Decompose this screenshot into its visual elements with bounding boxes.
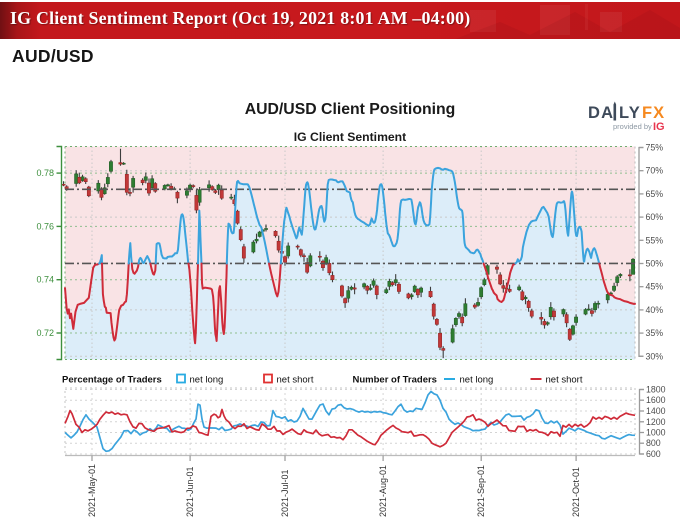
svg-text:2021-Jul-01: 2021-Jul-01 [280,469,290,517]
svg-text:55%: 55% [646,235,664,245]
svg-text:75%: 75% [646,143,664,153]
svg-text:1000: 1000 [646,428,666,438]
svg-text:net long: net long [190,375,224,386]
svg-text:65%: 65% [646,189,664,199]
svg-text:30%: 30% [646,351,664,361]
svg-text:DA: DA [588,104,614,122]
svg-text:0.76: 0.76 [36,221,54,231]
svg-text:net short: net short [546,375,583,386]
svg-text:0.72: 0.72 [36,328,54,338]
svg-text:Percentage of Traders: Percentage of Traders [62,375,162,386]
svg-text:net long: net long [460,375,494,386]
svg-text:2021-May-01: 2021-May-01 [87,464,97,517]
svg-text:35%: 35% [646,328,664,338]
svg-text:FX: FX [642,104,665,122]
svg-text:IG: IG [653,121,665,133]
svg-text:2021-Jun-01: 2021-Jun-01 [185,466,195,517]
svg-text:800: 800 [646,438,661,448]
svg-text:70%: 70% [646,166,664,176]
svg-text:2021-Oct-01: 2021-Oct-01 [571,467,581,517]
svg-text:1600: 1600 [646,395,666,405]
svg-text:50%: 50% [646,259,664,269]
svg-text:Number of Traders: Number of Traders [353,375,437,386]
svg-text:40%: 40% [646,305,664,315]
svg-text:LY: LY [619,104,641,122]
svg-text:2021-Sep-01: 2021-Sep-01 [476,465,486,517]
svg-text:1200: 1200 [646,417,666,427]
svg-text:0.74: 0.74 [36,275,54,285]
svg-text:2021-Aug-01: 2021-Aug-01 [378,465,388,517]
svg-text:0.78: 0.78 [36,168,54,178]
svg-text:45%: 45% [646,282,664,292]
svg-text:1400: 1400 [646,406,666,416]
svg-text:net short: net short [277,375,314,386]
svg-text:1800: 1800 [646,385,666,395]
svg-text:60%: 60% [646,212,664,222]
svg-text:provided by: provided by [613,122,652,131]
svg-text:600: 600 [646,449,661,459]
